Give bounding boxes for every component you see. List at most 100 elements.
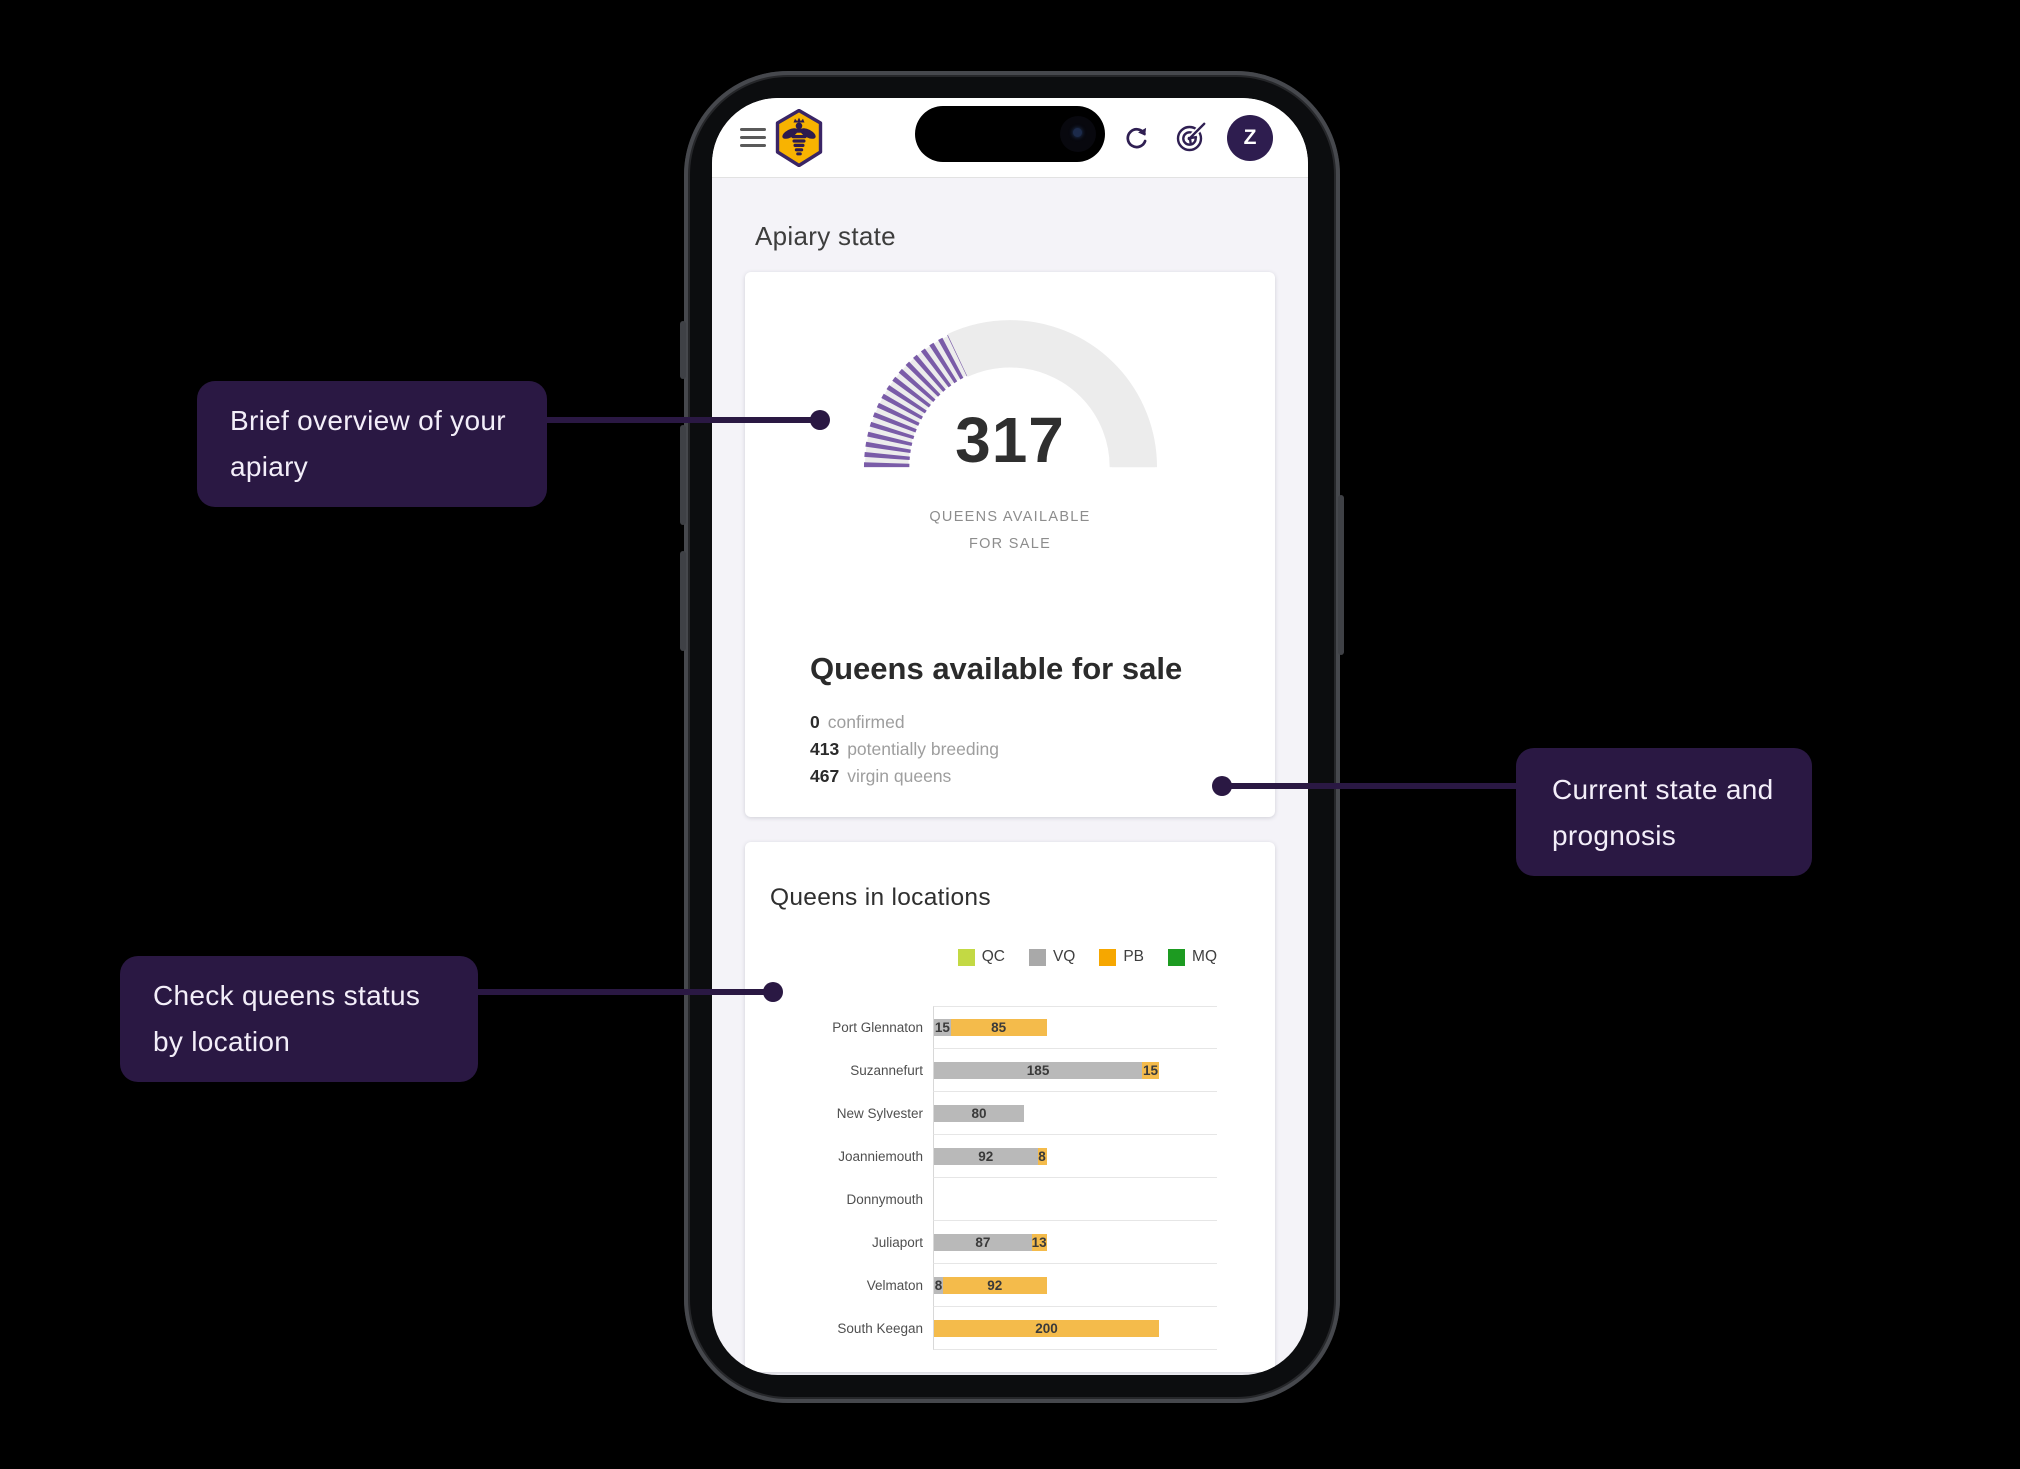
phone-screen: Z Apiary state 317 [712,98,1308,1375]
bar-value-label: 13 [1031,1234,1047,1250]
bar-value-label: 8 [934,1277,943,1293]
locations-card-title: Queens in locations [770,884,991,911]
callout-current-state: Current state and prognosis [1516,748,1812,876]
bar-segment-vq: 87 [934,1233,1032,1251]
chart-category-label: Joanniemouth [838,1149,923,1164]
refresh-icon [1126,127,1147,148]
callout-connector-dot [810,410,830,430]
chart-legend: QC VQ PB MQ [770,948,1217,966]
bar-value-label: 92 [978,1148,994,1164]
chart-track: 92 8 [933,1135,1217,1178]
menu-button[interactable] [740,128,766,147]
callout-current-state-text: Current state and prognosis [1552,774,1774,851]
callout-overview-text: Brief overview of your apiary [230,405,506,482]
chart-track: 80 [933,1092,1217,1135]
bar-value-label: 185 [1026,1062,1050,1078]
chart-track: 200 [933,1307,1217,1350]
callout-locations: Check queens status by location [120,956,478,1082]
stat-value: 413 [810,739,840,759]
chart-row: South Keegan 200 [770,1307,1217,1350]
callout-locations-text: Check queens status by location [153,980,421,1057]
callout-connector-line [475,989,774,995]
bar-value-label: 8 [1038,1148,1046,1164]
legend-label: QC [981,948,1005,965]
stat-label: potentially breeding [847,739,999,759]
gauge-chart [862,320,1158,468]
bar-value-label: 87 [975,1234,991,1250]
chart-category-label: South Keegan [837,1321,923,1336]
bar-segment-vq: 15 [934,1019,951,1036]
phone-mockup: Z Apiary state 317 [680,71,1344,1403]
legend-label: MQ [1192,948,1217,965]
legend-item-mq: MQ [1168,948,1217,966]
bar-value-label: 92 [987,1277,1003,1293]
gauge-caption-line1: QUEENS AVAILABLE [929,509,1091,525]
chart-row: Joanniemouth 92 8 [770,1135,1217,1178]
bar-value-label: 15 [934,1020,950,1035]
bar-segment-pb: 85 [950,1019,1047,1036]
legend-swatch [1168,948,1186,966]
target-arrow-icon [1176,122,1206,152]
chart-track [933,1178,1217,1221]
stat-label: virgin queens [847,766,952,786]
gauge-value: 317 [955,404,1065,476]
bar-segment-vq: 185 [934,1061,1143,1079]
legend-swatch [1028,948,1046,966]
stat-value: 467 [810,766,840,786]
bee-logo-icon [775,108,823,167]
queens-locations-card: Queens in locations QC VQ PB MQ Port Glenna… [745,842,1275,1372]
bar-segment-pb: 92 [943,1276,1047,1294]
volume-up-button [680,425,686,525]
stat-confirmed: 0 confirmed [810,709,1210,736]
chart-row: New Sylvester 80 [770,1092,1217,1135]
chart-category-label: Suzannefurt [850,1063,923,1078]
volume-down-button [680,551,686,651]
queen-stats: 0 confirmed 413 potentially breeding 467… [810,709,1210,790]
bar-segment-vq: 92 [934,1147,1038,1165]
legend-swatch [1099,948,1117,966]
callout-connector-dot [763,982,783,1002]
bar-value-label: 15 [1143,1062,1159,1078]
legend-item-vq: VQ [1028,948,1076,966]
locations-bar-chart: Port Glennaton 15 85 Suzannefurt 185 15 New Sy… [770,1006,1217,1350]
chart-track: 87 13 [933,1221,1217,1264]
gauge-caption-line2: FOR SALE [968,536,1052,552]
refresh-button[interactable] [1123,125,1149,151]
legend-swatch [957,948,975,966]
bar-segment-pb: 15 [1142,1061,1159,1079]
chart-category-label: Juliaport [871,1235,923,1250]
queens-gauge: 317 [862,272,1158,490]
chart-track: 185 15 [933,1049,1217,1092]
goals-button[interactable] [1175,122,1206,153]
app-content: Apiary state 317 QUEENS AVAILABLE FOR SA… [712,221,1308,1372]
chart-track: 15 85 [933,1006,1217,1049]
bar-value-label: 85 [991,1020,1007,1035]
legend-item-qc: QC [957,948,1005,966]
chart-row: Port Glennaton 15 85 [770,1006,1217,1049]
app-logo[interactable] [774,108,824,167]
chart-category-label: Velmaton [866,1278,923,1293]
bar-value-label: 200 [1035,1320,1058,1336]
stat-potentially-breeding: 413 potentially breeding [810,736,1210,763]
mute-switch [680,321,686,379]
legend-label: VQ [1052,948,1076,965]
gauge-caption: QUEENS AVAILABLE FOR SALE [810,504,1210,558]
bar-segment-pb: 200 [934,1319,1159,1337]
bar-segment-vq: 8 [934,1276,943,1294]
chart-category-label: New Sylvester [836,1106,923,1121]
chart-row: Suzannefurt 185 15 [770,1049,1217,1092]
chart-row: Donnymouth [770,1178,1217,1221]
bar-segment-pb: 8 [1037,1147,1047,1165]
chart-category-label: Donnymouth [846,1192,923,1207]
front-camera [1060,116,1096,152]
callout-connector-line [544,417,821,423]
apiary-overview-card: 317 QUEENS AVAILABLE FOR SALE Queens ava… [745,272,1275,817]
bar-segment-vq: 80 [934,1104,1024,1122]
chart-category-label: Port Glennaton [832,1020,923,1035]
legend-label: PB [1123,948,1145,965]
callout-connector-line [1222,783,1518,789]
stat-value: 0 [810,712,820,732]
app-header: Z [712,98,1308,178]
user-avatar[interactable]: Z [1227,114,1273,161]
